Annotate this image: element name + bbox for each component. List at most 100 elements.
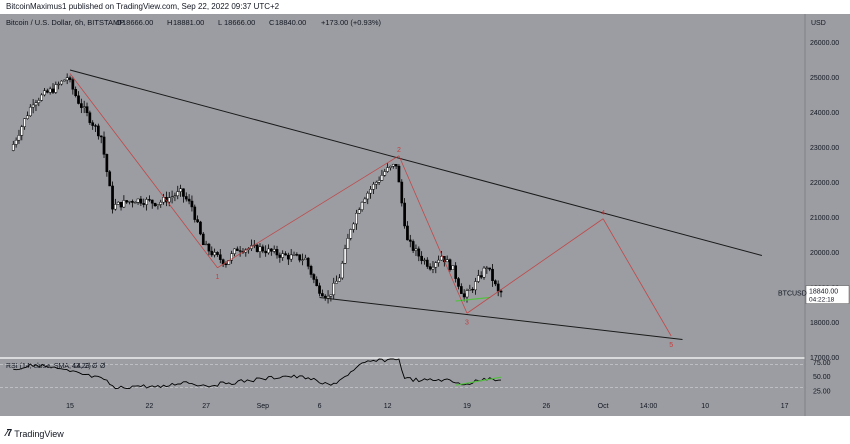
candle-body bbox=[329, 294, 333, 297]
wave-segment bbox=[217, 155, 400, 269]
candle-body bbox=[295, 254, 299, 256]
ohlc-label-1: H bbox=[167, 18, 172, 27]
currency-label: USD bbox=[811, 20, 826, 27]
candle-body bbox=[258, 246, 262, 252]
candle-body bbox=[338, 277, 341, 282]
candle-body bbox=[182, 188, 185, 197]
wave-label-3: 3 bbox=[465, 319, 469, 326]
rsi-line bbox=[13, 358, 502, 390]
publish-header: BitcoinMaximus1 published on TradingView… bbox=[0, 0, 850, 14]
candle-body bbox=[491, 268, 494, 281]
candle-body bbox=[216, 252, 219, 255]
last-price-box bbox=[805, 285, 850, 304]
wave-segment bbox=[69, 73, 218, 268]
candle-body bbox=[488, 267, 492, 270]
candle-body bbox=[99, 135, 103, 138]
candle-body bbox=[28, 106, 32, 117]
price-tick-label: 24000.00 bbox=[810, 110, 839, 117]
candle-body bbox=[386, 167, 389, 172]
candle-body bbox=[91, 122, 95, 126]
x-tick-label: 26 bbox=[543, 403, 551, 410]
candle-body bbox=[31, 104, 35, 108]
ohlc-change: +173.00 (+0.93%) bbox=[321, 18, 382, 27]
candle-body bbox=[20, 126, 24, 136]
candle-body bbox=[494, 280, 497, 285]
candle-body bbox=[213, 252, 216, 256]
candle-body bbox=[417, 248, 421, 257]
candle-body bbox=[145, 199, 148, 205]
candle-body bbox=[275, 249, 279, 256]
tv-logo-icon: ⁄7 bbox=[6, 428, 12, 439]
candle-body bbox=[57, 83, 61, 86]
candle-body bbox=[304, 257, 307, 260]
candle-body bbox=[68, 77, 72, 80]
candle-body bbox=[142, 203, 146, 205]
candle-body bbox=[420, 255, 423, 261]
candle-body bbox=[105, 154, 109, 172]
footer: ⁄7 TradingView bbox=[0, 416, 850, 444]
price-tick-label: 20000.00 bbox=[810, 250, 839, 257]
ohlc-value-1: 18881.00 bbox=[173, 18, 204, 27]
x-tick-label: Oct bbox=[598, 403, 609, 410]
candle-body bbox=[346, 238, 350, 249]
trendline-resistance bbox=[69, 69, 763, 256]
candle-body bbox=[235, 248, 239, 251]
candle-body bbox=[287, 254, 290, 260]
candle-body bbox=[133, 202, 137, 204]
candle-body bbox=[352, 223, 355, 230]
price-tick-label: 17000.00 bbox=[810, 355, 839, 362]
candle-body bbox=[179, 188, 182, 192]
candle-body bbox=[272, 249, 276, 252]
candle-body bbox=[193, 206, 197, 220]
candle-body bbox=[150, 199, 154, 204]
brand-name: TradingView bbox=[14, 428, 64, 439]
candle-body bbox=[476, 275, 480, 282]
candle-body bbox=[360, 201, 364, 210]
candle-body bbox=[14, 139, 18, 145]
candle-body bbox=[343, 248, 347, 264]
ohlc-label-0: O bbox=[116, 18, 122, 27]
candle-body bbox=[406, 225, 409, 241]
candle-body bbox=[309, 266, 313, 275]
x-axis-bg bbox=[0, 396, 850, 416]
x-tick-label: 6 bbox=[318, 403, 322, 410]
candle-body bbox=[65, 77, 69, 81]
candle-body bbox=[301, 259, 304, 261]
candle-body bbox=[238, 250, 242, 252]
candle-body bbox=[315, 279, 319, 287]
candle-body bbox=[116, 201, 120, 205]
tradingview-logo[interactable]: ⁄7 TradingView bbox=[6, 428, 64, 439]
candle-body bbox=[428, 266, 432, 270]
candle-body bbox=[128, 201, 131, 203]
candle-body bbox=[108, 171, 112, 187]
candle-body bbox=[394, 164, 398, 167]
candle-body bbox=[131, 201, 134, 203]
candle-body bbox=[326, 295, 330, 299]
symbol-tag: BTCUSD bbox=[778, 291, 807, 298]
wave-label-5: 5 bbox=[669, 342, 673, 349]
candle-body bbox=[23, 118, 26, 127]
candle-body bbox=[11, 144, 15, 151]
candle-body bbox=[474, 281, 477, 291]
candle-body bbox=[465, 290, 469, 298]
candle-body bbox=[60, 80, 63, 85]
candle-body bbox=[292, 254, 296, 256]
candle-body bbox=[380, 175, 384, 181]
candle-body bbox=[173, 195, 177, 198]
candle-body bbox=[62, 79, 66, 82]
candle-body bbox=[468, 288, 472, 291]
candle-body bbox=[51, 88, 55, 93]
price-tick-label: 22000.00 bbox=[810, 180, 839, 187]
candle-body bbox=[332, 282, 336, 296]
rsi-tick-label: 25.00 bbox=[813, 388, 831, 395]
candle-body bbox=[207, 243, 211, 252]
candle-body bbox=[357, 209, 361, 214]
candle-body bbox=[210, 250, 214, 256]
candle-body bbox=[340, 262, 344, 279]
candle-body bbox=[77, 95, 80, 104]
candle-body bbox=[281, 253, 285, 258]
candle-body bbox=[462, 293, 466, 298]
candle-body bbox=[267, 248, 270, 254]
candle-body bbox=[321, 293, 324, 297]
